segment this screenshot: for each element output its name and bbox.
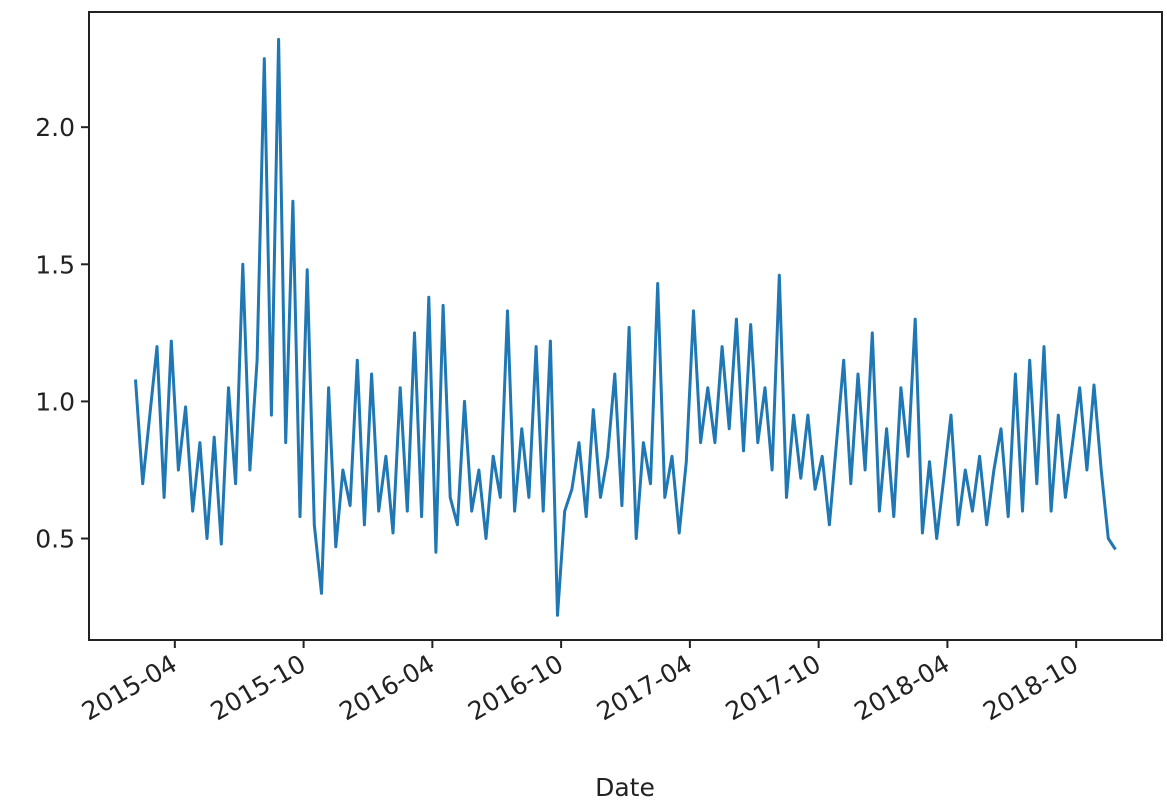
x-tick-label: 2017-04 xyxy=(592,649,697,726)
y-tick-label: 1.0 xyxy=(35,387,75,416)
x-tick-label: 2015-04 xyxy=(77,649,182,726)
x-tick-label: 2016-04 xyxy=(334,649,439,726)
x-tick-label: 2016-10 xyxy=(463,649,568,726)
plot-frame xyxy=(88,11,1163,641)
y-tick-label: 1.5 xyxy=(35,250,75,279)
x-tick-label: 2018-10 xyxy=(978,649,1083,726)
y-tick-label: 2.0 xyxy=(35,113,75,142)
x-axis-label: Date xyxy=(595,773,655,802)
data-line xyxy=(134,37,1117,617)
x-tick-label: 2017-10 xyxy=(721,649,826,726)
x-tick-label: 2018-04 xyxy=(849,649,954,726)
x-tick-label: 2015-10 xyxy=(206,649,311,726)
y-tick-label: 0.5 xyxy=(35,525,75,554)
